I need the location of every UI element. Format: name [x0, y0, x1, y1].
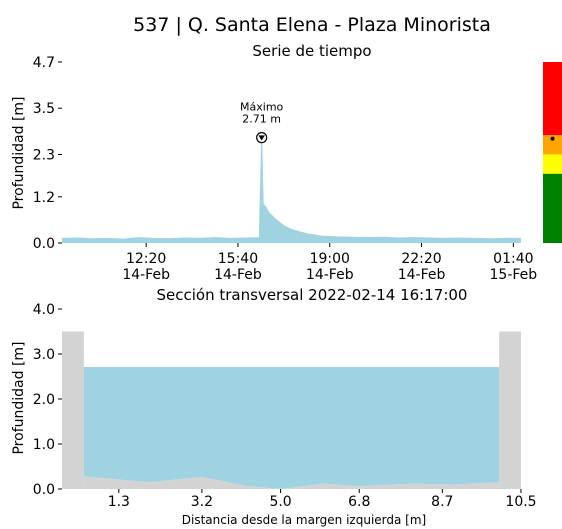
max-marker-triangle-icon: [258, 135, 265, 141]
timeseries-x-tick-time-3: 22:20: [401, 251, 441, 267]
timeseries-x-tick-date-3: 14-Feb: [398, 267, 446, 283]
timeseries-chart: Serie de tiempo Profundidad [m] 0.0 1.2 2.…: [11, 42, 562, 283]
cross-section-y-tick-label-0: 0.0: [33, 482, 55, 498]
cross-section-x-tick-label-0: 1.3: [108, 494, 130, 510]
alert-level-segment-3: [543, 62, 562, 136]
cross-section-x-axis: 1.3 3.2 5.0 6.8 8.7 10.5: [108, 489, 537, 510]
water-area: [83, 367, 500, 489]
timeseries-title: Serie de tiempo: [252, 42, 371, 60]
cross-section-y-axis: 0.0 1.0 2.0 3.0 4.0: [33, 302, 62, 498]
cross-section-x-tick-label-4: 8.7: [431, 494, 453, 510]
timeseries-x-tick-date-0: 14-Feb: [122, 267, 170, 283]
left-bank-wall: [62, 331, 84, 489]
channel-bed: [83, 476, 500, 489]
cross-section-y-tick-label-4: 4.0: [33, 302, 55, 318]
alert-level-bar: [543, 62, 562, 243]
timeseries-x-tick-time-2: 19:00: [310, 251, 350, 267]
cross-section-x-tick-label-1: 3.2: [191, 494, 213, 510]
timeseries-x-tick-date-2: 14-Feb: [306, 267, 354, 283]
timeseries-y-tick-label-2: 2.3: [33, 147, 55, 163]
timeseries-y-tick-label-1: 1.2: [33, 190, 55, 206]
max-annotation: Máximo 2.71 m: [240, 101, 284, 144]
timeseries-x-tick-date-4: 15-Feb: [490, 267, 538, 283]
alert-level-segment-1: [543, 154, 562, 174]
timeseries-y-tick-label-3: 3.5: [33, 101, 55, 117]
max-annotation-label: Máximo: [240, 101, 284, 114]
timeseries-x-tick-time-0: 12:20: [126, 251, 166, 267]
cross-section-y-tick-label-3: 3.0: [33, 347, 55, 363]
cross-section-y-tick-label-2: 2.0: [33, 392, 55, 408]
cross-section-y-tick-label-1: 1.0: [33, 437, 55, 453]
timeseries-series-area: [62, 138, 521, 243]
timeseries-y-tick-label-0: 0.0: [33, 236, 55, 252]
max-annotation-value: 2.71 m: [242, 113, 281, 126]
cross-section-xlabel: Distancia desde la margen izquierda [m]: [182, 513, 426, 527]
timeseries-x-tick-date-1: 14-Feb: [214, 267, 262, 283]
alert-level-current-marker: [550, 136, 555, 141]
timeseries-x-axis: 12:2014-Feb15:4014-Feb19:0014-Feb22:2014…: [122, 243, 537, 283]
timeseries-series-line: [61, 138, 521, 240]
cross-section-x-tick-label-2: 5.0: [269, 494, 291, 510]
alert-level-segment-0: [543, 173, 562, 243]
right-bank-wall: [499, 331, 521, 489]
cross-section-x-tick-label-3: 6.8: [348, 494, 370, 510]
alert-level-segment-2: [543, 135, 562, 155]
cross-section-ylabel: Profundidad [m]: [11, 341, 27, 454]
cross-section-title: Sección transversal 2022-02-14 16:17:00: [157, 286, 468, 304]
timeseries-y-tick-label-4: 4.7: [33, 55, 55, 71]
timeseries-y-axis: 0.0 1.2 2.3 3.5 4.7: [33, 55, 62, 252]
timeseries-x-tick-time-1: 15:40: [218, 251, 258, 267]
figure-title: 537 | Q. Santa Elena - Plaza Minorista: [133, 14, 491, 36]
timeseries-x-tick-time-4: 01:40: [493, 251, 533, 267]
cross-section-chart: Sección transversal 2022-02-14 16:17:00 …: [11, 286, 537, 527]
timeseries-ylabel: Profundidad [m]: [11, 96, 27, 209]
cross-section-x-tick-label-5: 10.5: [505, 494, 536, 510]
